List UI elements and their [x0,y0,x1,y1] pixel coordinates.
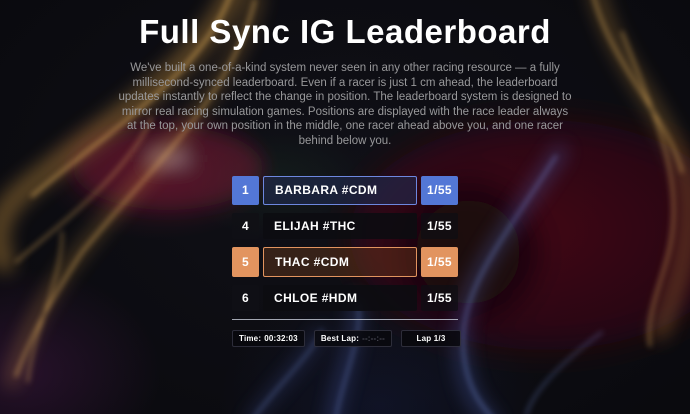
best-lap-value: --:--:-- [362,333,385,343]
leaderboard: 1 BARBARA #CDM 1/55 4 ELIJAH #THC 1/55 5 THAC #… [232,175,461,347]
leaderboard-row: 1 BARBARA #CDM 1/55 [232,175,458,205]
race-time-value: 00:32:03 [264,333,298,343]
divider [232,318,458,320]
rank-cell: 4 [232,212,259,239]
lap-count-cell: 1/55 [421,175,458,205]
page-description: We've built a one-of-a-kind system never… [118,62,572,147]
rank-cell: 1 [232,175,259,205]
race-status-bar: Time: 00:32:03 Best Lap: --:--:-- Lap 1/… [232,329,461,347]
best-lap-label: Best Lap: [320,333,360,343]
leaderboard-row: 5 THAC #CDM 1/55 [232,246,458,277]
lap-count-cell: 1/55 [421,284,458,311]
leaderboard-rows: 1 BARBARA #CDM 1/55 4 ELIJAH #THC 1/55 5 THAC #… [232,175,458,311]
lap-counter-box: Lap 1/3 [401,329,461,347]
rank-cell: 5 [232,246,259,277]
leaderboard-row: 4 ELIJAH #THC 1/55 [232,212,458,239]
best-lap-box: Best Lap: --:--:-- [313,329,392,347]
lap-counter-label: Lap 1/3 [416,333,446,343]
lap-count-cell: 1/55 [421,212,458,239]
racer-name-cell: CHLOE #HDM [263,284,417,311]
racer-name-cell: THAC #CDM [263,246,417,277]
leaderboard-row: 6 CHLOE #HDM 1/55 [232,284,458,311]
page-title: Full Sync IG Leaderboard [139,13,551,50]
racer-name-cell: ELIJAH #THC [263,212,417,239]
race-time-label: Time: [239,333,262,343]
racer-name-cell: BARBARA #CDM [263,175,417,205]
rank-cell: 6 [232,284,259,311]
race-time-box: Time: 00:32:03 [232,329,305,347]
lap-count-cell: 1/55 [421,246,458,277]
